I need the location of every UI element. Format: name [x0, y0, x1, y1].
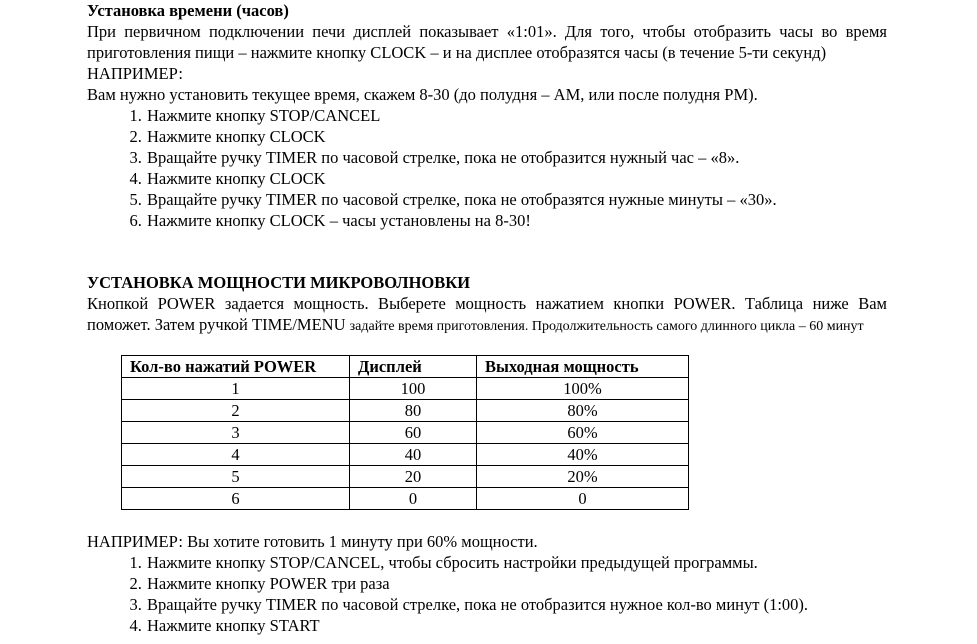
- list-item: Нажмите кнопку STOP/CANCEL, чтобы сброси…: [146, 552, 887, 573]
- cell: 2: [121, 399, 350, 422]
- table-row: 4 40 40%: [121, 443, 689, 466]
- clock-title: Установка времени (часов): [87, 1, 289, 20]
- power-steps: Нажмите кнопку STOP/CANCEL, чтобы сброси…: [87, 552, 887, 636]
- table-row: 5 20 20%: [121, 465, 689, 488]
- cell: 60: [349, 421, 477, 444]
- list-item: Нажмите кнопку CLOCK – часы установлены …: [146, 210, 887, 231]
- cell: 4: [121, 443, 350, 466]
- table-row: 1 100 100%: [121, 377, 689, 400]
- table-row: 3 60 60%: [121, 421, 689, 444]
- clock-example-text: Вам нужно установить текущее время, скаж…: [87, 85, 758, 104]
- list-item: Нажмите кнопку START: [146, 615, 887, 636]
- power-intro: Кнопкой POWER задается мощность. Выберет…: [87, 293, 887, 337]
- table-row: 2 80 80%: [121, 399, 689, 422]
- cell: 5: [121, 465, 350, 488]
- cell: 40: [349, 443, 477, 466]
- cell: 3: [121, 421, 350, 444]
- list-item: Вращайте ручку TIMER по часовой стрелке,…: [146, 594, 887, 615]
- cell: 80%: [476, 399, 689, 422]
- clock-section: Установка времени (часов) При первичном …: [87, 0, 887, 231]
- list-item: Вращайте ручку TIMER по часовой стрелке,…: [146, 189, 887, 210]
- cell: 100: [349, 377, 477, 400]
- list-item: Нажмите кнопку POWER три раза: [146, 573, 887, 594]
- clock-intro: При первичном подключении печи дисплей п…: [87, 22, 887, 62]
- cell: 60%: [476, 421, 689, 444]
- cell: 20: [349, 465, 477, 488]
- power-intro-small: задайте время приготовления. Продолжител…: [349, 319, 864, 334]
- clock-example-label: НАПРИМЕР:: [87, 64, 183, 83]
- cell: 0: [476, 487, 689, 510]
- power-table: Кол-во нажатий POWER Дисплей Выходная мо…: [121, 355, 689, 510]
- cell: 20%: [476, 465, 689, 488]
- header-presses: Кол-во нажатий POWER: [121, 355, 350, 378]
- cell: 40%: [476, 443, 689, 466]
- power-title: УСТАНОВКА МОЩНОСТИ МИКРОВОЛНОВКИ: [87, 273, 471, 292]
- header-display: Дисплей: [349, 355, 477, 378]
- table-header-row: Кол-во нажатий POWER Дисплей Выходная мо…: [121, 355, 689, 378]
- cell: 100%: [476, 377, 689, 400]
- cell: 1: [121, 377, 350, 400]
- list-item: Нажмите кнопку STOP/CANCEL: [146, 105, 887, 126]
- list-item: Нажмите кнопку CLOCK: [146, 126, 887, 147]
- cell: 6: [121, 487, 350, 510]
- clock-steps: Нажмите кнопку STOP/CANCEL Нажмите кнопк…: [87, 105, 887, 231]
- power-intro-main: Кнопкой POWER задается мощность. Выберет…: [87, 294, 887, 334]
- list-item: Нажмите кнопку CLOCK: [146, 168, 887, 189]
- power-example: НАПРИМЕР: Вы хотите готовить 1 минуту пр…: [87, 531, 887, 636]
- list-item: Вращайте ручку TIMER по часовой стрелке,…: [146, 147, 887, 168]
- power-section: УСТАНОВКА МОЩНОСТИ МИКРОВОЛНОВКИ Кнопкой…: [87, 272, 887, 337]
- power-example-text: НАПРИМЕР: Вы хотите готовить 1 минуту пр…: [87, 532, 538, 551]
- header-output: Выходная мощность: [476, 355, 689, 378]
- cell: 0: [349, 487, 477, 510]
- cell: 80: [349, 399, 477, 422]
